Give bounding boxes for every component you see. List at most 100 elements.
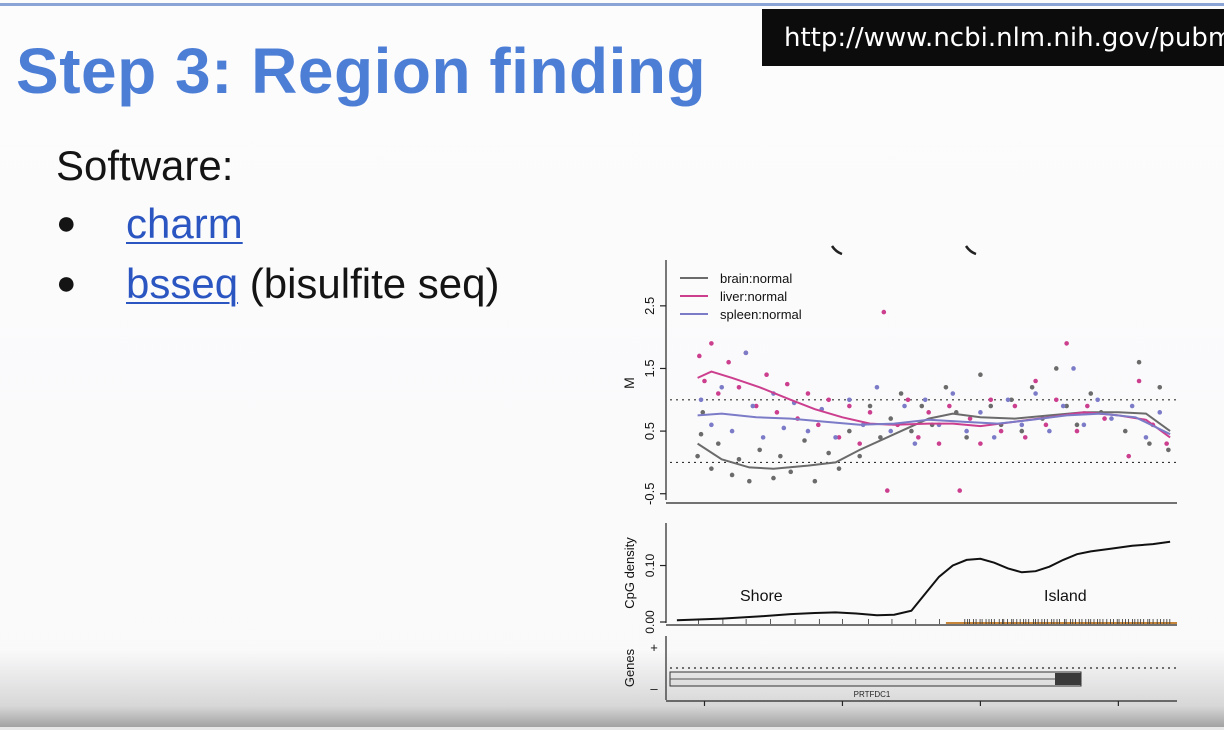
island-label: Island [1044,588,1087,605]
m-data-point [1164,441,1169,446]
m-data-point [812,478,818,484]
m-data-point [1047,428,1052,434]
m-data-point [836,466,842,471]
m-data-point [771,475,776,481]
m-data-point [964,428,969,434]
m-data-point [1136,359,1142,365]
m-ytick-label: -0.5 [642,483,657,505]
genes-minus-tick: – [650,681,658,696]
m-data-point [805,428,811,434]
m-data-point [847,403,852,409]
m-data-point [1143,435,1149,440]
m-legend: brain:normal liver:normal spleen:normal [680,271,802,322]
m-data-point [753,403,759,409]
m-ytick-label: 0.5 [642,422,657,440]
m-data-point [957,488,963,493]
m-ytick-label: 1.5 [642,359,657,377]
m-data-point [747,478,752,484]
m-data-point [736,456,742,462]
m-data-point [1122,428,1128,434]
cpg-ylabel: CpG density [622,537,637,609]
bsseq-link[interactable]: bsseq [126,260,239,307]
m-data-point [905,397,911,403]
m-data-point [715,441,721,446]
charm-link[interactable]: charm [126,200,243,247]
m-smooth-line [697,411,1171,470]
gene-name: PRTFDC1 [854,690,891,699]
top-rule [0,3,1224,6]
m-ylabel: M [621,377,637,389]
m-data-point [1019,428,1025,434]
m-data-point [909,428,914,434]
m-data-point [1064,403,1069,409]
legend-label: spleen:normal [720,307,802,322]
bullet-icon: ● [56,264,77,302]
m-data-point [729,472,735,478]
m-data-point [836,435,842,440]
m-data-point [978,372,983,378]
cpg-density-panel: CpG density 0.00 0.10 Shore Island [622,523,1177,634]
m-data-point [1053,366,1059,371]
m-data-point [774,410,780,415]
m-data-point [902,403,907,409]
m-data-point [847,428,852,434]
legend-label: liver:normal [720,289,787,304]
m-data-point [757,447,762,453]
m-data-point [936,441,942,446]
m-data-point [919,403,925,409]
m-data-point [760,435,766,440]
m-data-point [698,397,704,403]
m-data-point [1095,397,1100,403]
m-data-point [912,441,918,446]
m-data-point [988,403,994,409]
m-data-point [1053,397,1059,403]
m-data-point [1005,397,1011,403]
genes-ylabel: Genes [622,648,637,687]
m-data-point [1126,453,1132,459]
m-data-point [1109,416,1114,421]
m-data-point [857,453,862,459]
m-data-point [1147,441,1152,446]
m-ytick-label: 2.5 [642,297,657,315]
m-data-point [991,435,997,440]
m-data-point [709,341,714,346]
m-data-point [778,453,783,459]
m-data-point [743,350,749,356]
bracket-left [830,245,843,256]
bracket-right [964,245,977,256]
m-data-point [1019,422,1025,428]
genes-plus-tick: + [650,640,658,655]
m-data-point [1157,410,1163,415]
m-data-point [750,403,756,409]
m-data-point [697,353,702,359]
gene-exon [1055,673,1081,685]
m-data-point [715,391,721,396]
m-data-point [736,384,742,390]
m-smooth-line [697,412,1171,436]
m-data-point [888,428,894,434]
m-data-point [816,422,821,428]
m-data-point [1071,366,1076,371]
list-item-text: bsseq (bisulfite seq) [126,260,500,308]
m-data-point [1033,378,1038,384]
m-data-point [1043,422,1049,428]
bullet-icon: ● [56,204,77,242]
m-data-point [1166,447,1171,453]
methylation-figure: M -0.5 0.5 1.5 2.5 brain:normal liver:normal… [610,238,1190,708]
m-data-point [826,450,831,456]
m-data-point [1074,428,1080,434]
m-data-point [881,309,887,315]
m-data-point [898,391,904,396]
m-data-point [1064,341,1069,346]
slide-title: Step 3: Region finding [16,35,707,107]
m-data-point [1136,378,1142,384]
m-data-point [700,410,706,415]
m-data-point [1012,403,1018,409]
m-data-point [826,397,831,403]
m-data-point [802,438,807,443]
m-data-point [833,435,838,440]
m-data-point [950,391,956,396]
list-item-text: charm [126,200,243,248]
m-data-point [857,441,862,446]
